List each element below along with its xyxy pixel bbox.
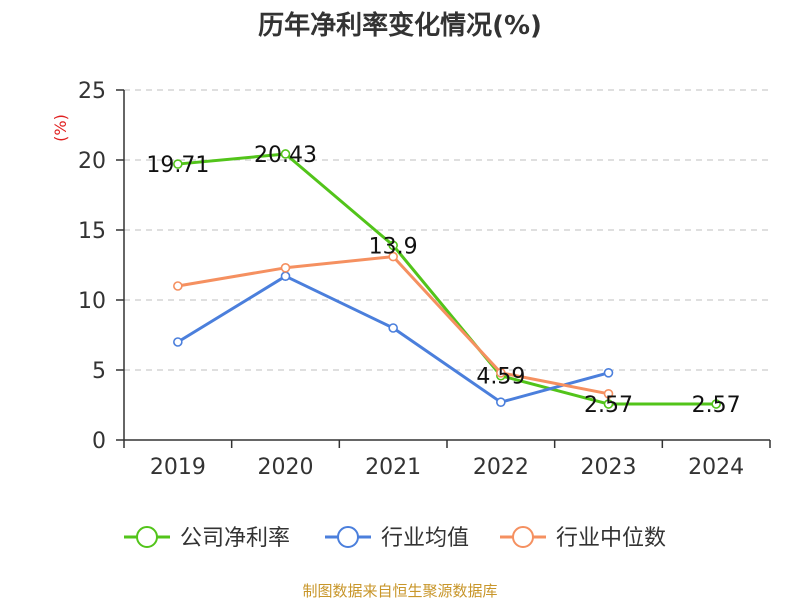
data-point (173, 337, 183, 347)
data-point (711, 399, 721, 409)
source-note: 制图数据来自恒生聚源数据库 (302, 582, 497, 600)
data-point (388, 251, 398, 262)
legend-label: 行业中位数 (556, 526, 666, 551)
data-label: 2.57 (692, 393, 741, 418)
data-labels: 19.71 20.43 13.9 4.59 2.57 2.57 (146, 143, 740, 418)
data-point (280, 262, 291, 273)
x-tick-label: 2019 (150, 455, 206, 480)
legend-label: 行业均值 (381, 526, 469, 551)
x-tick-label: 2023 (581, 455, 637, 480)
gridlines (124, 89, 770, 371)
series-lines (173, 149, 721, 409)
data-point (173, 159, 183, 169)
data-label: 2.57 (584, 393, 633, 418)
data-point (603, 367, 614, 378)
data-point (280, 149, 291, 159)
legend: 公司净利率 行业均值 行业中位数 (124, 526, 666, 551)
legend-label: 公司净利率 (180, 526, 290, 551)
data-label: 13.9 (369, 234, 418, 259)
y-tick-label: 20 (78, 149, 106, 174)
data-point (603, 388, 614, 399)
chart-title: 历年净利率变化情况(%) (258, 10, 542, 41)
data-point (388, 240, 398, 251)
data-point (173, 281, 183, 291)
data-point (496, 397, 506, 408)
legend-marker-icon (512, 526, 534, 548)
x-tick-label: 2021 (365, 455, 421, 480)
y-axis-unit-label: (%) (51, 114, 70, 142)
series-line-2 (177, 274, 609, 404)
y-tick-label: 5 (92, 359, 106, 384)
axes: 0 5 10 15 20 25 2019 2020 2021 2022 2023 2024 (78, 79, 771, 480)
data-point (603, 399, 614, 409)
y-tick-label: 15 (78, 219, 106, 244)
data-point (496, 367, 506, 378)
legend-marker-icon (136, 526, 158, 548)
data-point (388, 323, 398, 333)
y-tick-label: 25 (78, 79, 106, 104)
x-tick-label: 2022 (473, 455, 529, 480)
data-label: 20.43 (254, 143, 317, 168)
y-tick-label: 10 (78, 289, 106, 314)
y-tick-label: 0 (92, 429, 106, 454)
x-tick-label: 2024 (688, 455, 744, 480)
series-line-1 (177, 152, 717, 406)
data-label: 4.59 (476, 365, 525, 390)
data-point (280, 271, 291, 282)
data-label: 19.71 (146, 153, 209, 178)
legend-marker-icon (337, 526, 359, 548)
x-tick-label: 2020 (258, 455, 314, 480)
